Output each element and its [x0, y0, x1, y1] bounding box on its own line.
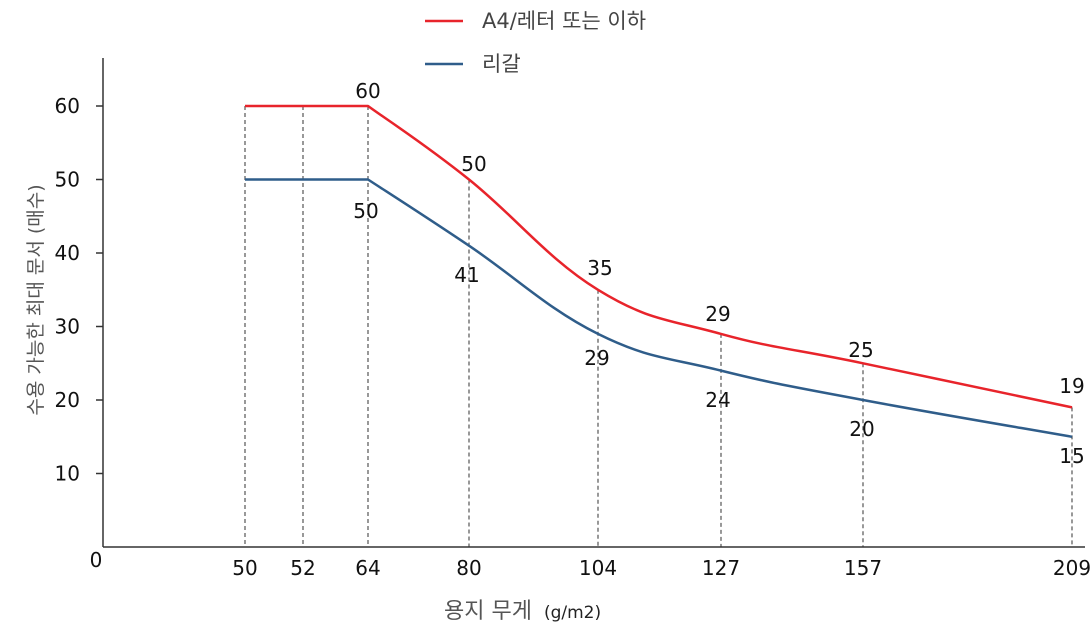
- axes: [96, 58, 1085, 548]
- data-label: 50: [461, 152, 486, 176]
- data-label: 29: [584, 346, 609, 370]
- data-label: 41: [454, 263, 479, 287]
- data-label: 19: [1059, 374, 1084, 398]
- y-tick-label: 50: [55, 168, 80, 192]
- y-axis-title: 수용 가능한 최대 문서 (매수): [25, 184, 47, 415]
- y-tick-label: 30: [55, 315, 80, 339]
- x-tick-label: 50: [232, 556, 257, 580]
- data-label: 60: [355, 79, 380, 103]
- series-line-0: [245, 104, 1073, 409]
- tick-labels: 10 20 30 40 50 60 50 52 64 80 104 127 157 209: [55, 94, 1091, 580]
- y-tick-label: 40: [55, 241, 80, 265]
- data-label: 35: [587, 256, 612, 280]
- x-tick-label: 52: [290, 556, 315, 580]
- y-tick-label: 20: [55, 388, 80, 412]
- x-tick-label: 80: [456, 556, 481, 580]
- data-label: 20: [849, 417, 874, 441]
- legend: A4/레터 또는 이하 리갈: [425, 9, 646, 76]
- x-axis-title: 용지 무게 (g/m2): [444, 599, 601, 624]
- series-lines: [245, 104, 1073, 439]
- x-tick-label: 209: [1053, 556, 1091, 580]
- guide-lines: [244, 106, 1073, 547]
- data-label: 15: [1059, 444, 1084, 468]
- x-axis-title-unit: (g/m2): [544, 603, 601, 623]
- x-tick-label: 157: [844, 556, 882, 580]
- legend-label-legal: 리갈: [482, 52, 521, 76]
- data-label: 50: [353, 199, 378, 223]
- y-tick-label: 60: [55, 94, 80, 118]
- x-axis-title-main: 용지 무게: [444, 599, 532, 624]
- data-label: 25: [848, 338, 873, 362]
- x-tick-label: 127: [702, 556, 740, 580]
- series-line-1: [245, 178, 1073, 439]
- legend-label-a4: A4/레터 또는 이하: [482, 9, 646, 33]
- origin-label: 0: [90, 548, 103, 572]
- x-tick-label: 104: [579, 556, 617, 580]
- data-label: 24: [705, 388, 730, 412]
- x-tick-label: 64: [355, 556, 380, 580]
- data-label: 29: [705, 302, 730, 326]
- data-labels: 60 50 35 29 25 19 50 41 29 24 20 15: [353, 79, 1084, 468]
- y-tick-label: 10: [55, 462, 80, 486]
